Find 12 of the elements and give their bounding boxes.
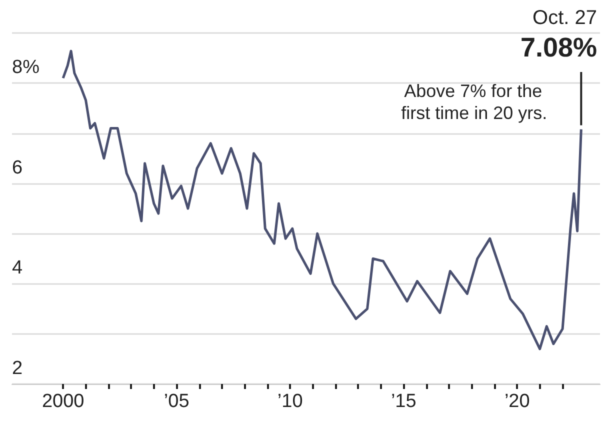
text: Oct. 27 — [532, 7, 598, 29]
annotation: Above 7% for the first time in 20 yrs. — [401, 81, 548, 123]
y-tick-label: 8% — [12, 57, 40, 78]
x-tick-label: ’15 — [390, 391, 416, 412]
annotation: 7.08% — [520, 32, 598, 62]
x-tick-label: ’20 — [504, 391, 530, 412]
x-tick-label: ’05 — [164, 391, 190, 412]
x-tick-label: 2000 — [42, 391, 84, 412]
y-tick-label: 4 — [12, 258, 23, 279]
x-tick-label: ’10 — [277, 391, 303, 412]
y-tick-label: 6 — [12, 157, 23, 178]
y-tick-label: 2 — [12, 358, 23, 379]
